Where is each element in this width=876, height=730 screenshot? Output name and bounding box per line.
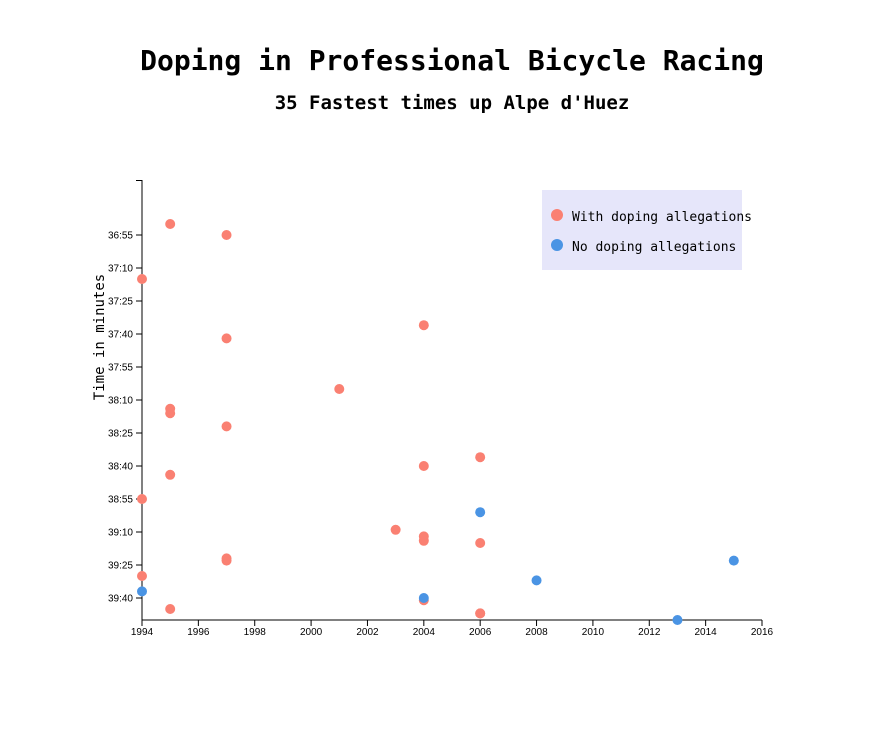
y-tick-label: 37:25 — [108, 297, 133, 308]
y-tick-label: 39:25 — [108, 561, 133, 572]
x-tick-label: 2004 — [413, 627, 436, 638]
legend-label-doping: With doping allegations — [572, 210, 752, 225]
point-doping[interactable] — [475, 452, 486, 463]
y-axis: 36:55 37:10 37:25 37:40 37:55 38:10 38:25 38:40… — [108, 180, 143, 620]
point-doping[interactable] — [334, 384, 345, 394]
y-tick-label: 39:40 — [108, 594, 133, 605]
point-doping[interactable] — [475, 608, 486, 619]
x-tick-label: 1998 — [244, 627, 267, 638]
point-doping[interactable] — [418, 461, 429, 471]
point-doping[interactable] — [221, 230, 232, 240]
x-axis: 1994 1996 1998 2000 2002 2004 2006 2008 2010 2012… — [131, 619, 774, 638]
point-doping[interactable] — [221, 333, 232, 344]
x-tick-label: 1994 — [131, 627, 154, 638]
y-tick-label: 37:55 — [108, 363, 133, 374]
point-clean[interactable] — [728, 555, 739, 566]
x-tick-label: 2012 — [638, 627, 661, 638]
legend: With doping allegations No doping allega… — [542, 190, 752, 270]
y-tick-label: 39:10 — [108, 528, 133, 539]
point-doping[interactable] — [390, 524, 401, 535]
legend-box — [542, 190, 742, 270]
point-doping[interactable] — [165, 408, 176, 419]
point-doping[interactable] — [137, 571, 147, 581]
x-tick-label: 2008 — [525, 627, 548, 638]
point-doping[interactable] — [221, 555, 232, 566]
data-points — [137, 219, 739, 625]
point-doping[interactable] — [137, 494, 147, 504]
point-doping[interactable] — [418, 320, 429, 331]
x-tick-label: 1996 — [187, 627, 210, 638]
point-doping[interactable] — [165, 469, 176, 480]
y-tick-label: 38:40 — [108, 462, 133, 473]
x-tick-label: 2014 — [695, 627, 718, 638]
point-doping[interactable] — [475, 538, 486, 548]
y-tick-label: 37:40 — [108, 330, 133, 341]
point-doping[interactable] — [137, 274, 147, 284]
point-doping[interactable] — [165, 219, 176, 229]
x-tick-label: 2000 — [300, 627, 323, 638]
point-doping[interactable] — [221, 421, 232, 432]
x-tick-label: 2002 — [356, 627, 379, 638]
point-clean[interactable] — [672, 615, 683, 625]
y-axis-label: Time in minutes — [92, 274, 108, 400]
x-tick-label: 2016 — [751, 627, 774, 638]
y-tick-label: 37:10 — [108, 264, 133, 275]
legend-swatch-doping — [551, 209, 563, 221]
y-tick-label: 38:10 — [108, 396, 133, 407]
point-doping[interactable] — [165, 604, 176, 614]
point-clean[interactable] — [475, 507, 486, 518]
point-clean[interactable] — [137, 586, 147, 597]
x-tick-label: 2010 — [582, 627, 605, 638]
chart-subtitle: 35 Fastest times up Alpe d'Huez — [275, 92, 630, 114]
chart-title: Doping in Professional Bicycle Racing — [140, 44, 764, 77]
legend-label-clean: No doping allegations — [572, 240, 736, 255]
point-doping[interactable] — [418, 535, 429, 546]
y-tick-label: 38:25 — [108, 429, 133, 440]
point-clean[interactable] — [418, 593, 429, 603]
y-tick-label: 36:55 — [108, 231, 133, 242]
y-tick-label: 38:55 — [108, 495, 133, 506]
x-tick-label: 2006 — [469, 627, 492, 638]
point-clean[interactable] — [531, 575, 542, 586]
legend-swatch-clean — [551, 239, 563, 251]
